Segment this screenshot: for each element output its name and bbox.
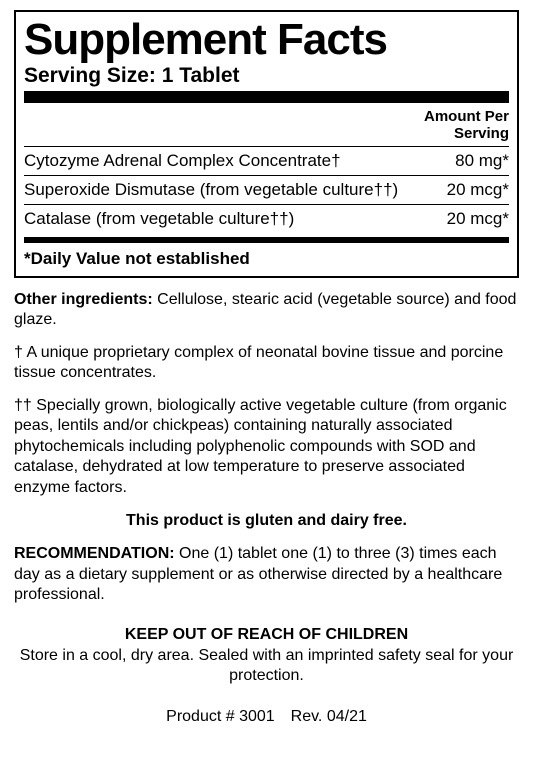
daily-value-note: *Daily Value not established (24, 245, 509, 274)
warning-heading: KEEP OUT OF REACH OF CHILDREN (14, 626, 519, 644)
other-ingredients-lead: Other ingredients: (14, 291, 153, 308)
serving-size: Serving Size: 1 Tablet (24, 64, 509, 88)
product-revision: Product # 3001 Rev. 04/21 (14, 708, 519, 726)
ingredient-row: Catalase (from vegetable culture††) 20 m… (24, 205, 509, 233)
amount-header-line1: Amount Per (424, 108, 509, 125)
double-dagger-footnote: †† Specially grown, biologically active … (14, 396, 519, 498)
amount-per-serving-header: Amount Per Serving (24, 107, 509, 146)
ingredient-row: Cytozyme Adrenal Complex Concentrate† 80… (24, 147, 509, 175)
supplement-facts-panel: Supplement Facts Serving Size: 1 Tablet … (14, 10, 519, 278)
storage-instructions: Store in a cool, dry area. Sealed with a… (14, 646, 519, 686)
warning-block: KEEP OUT OF REACH OF CHILDREN Store in a… (14, 626, 519, 686)
medium-rule (24, 237, 509, 243)
ingredient-amount: 80 mg* (443, 151, 509, 171)
recommendation-lead: RECOMMENDATION: (14, 545, 175, 562)
other-ingredients: Other ingredients: Cellulose, stearic ac… (14, 290, 519, 331)
dagger-footnote: † A unique proprietary complex of neonat… (14, 343, 519, 384)
thick-rule (24, 91, 509, 103)
ingredient-amount: 20 mcg* (435, 180, 509, 200)
ingredient-amount: 20 mcg* (435, 209, 509, 229)
ingredient-name: Superoxide Dismutase (from vegetable cul… (24, 180, 435, 200)
ingredient-name: Cytozyme Adrenal Complex Concentrate† (24, 151, 443, 171)
amount-header-line2: Serving (454, 125, 509, 142)
ingredient-row: Superoxide Dismutase (from vegetable cul… (24, 176, 509, 204)
ingredient-name: Catalase (from vegetable culture††) (24, 209, 435, 229)
recommendation: RECOMMENDATION: One (1) tablet one (1) t… (14, 544, 519, 605)
panel-title: Supplement Facts (24, 18, 509, 62)
free-from-statement: This product is gluten and dairy free. (14, 512, 519, 530)
